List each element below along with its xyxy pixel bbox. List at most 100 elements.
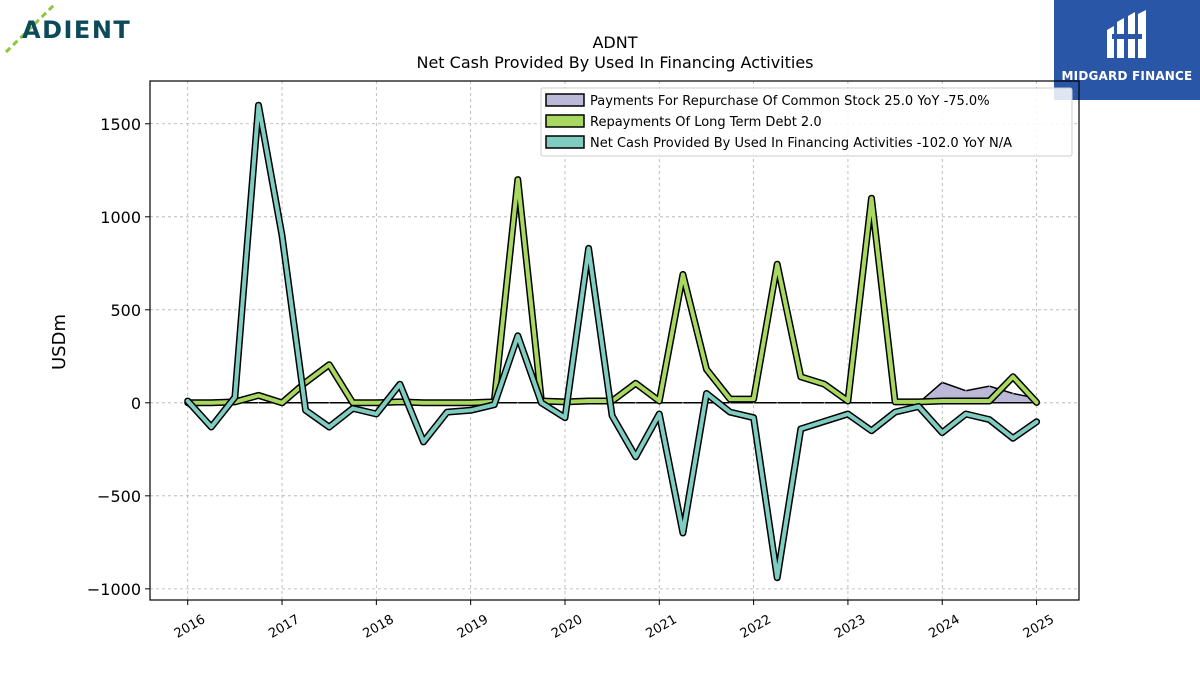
data-point (776, 577, 778, 579)
series-line (185, 177, 1039, 405)
data-point (305, 409, 307, 411)
data-point (517, 402, 519, 404)
series-line-outline (184, 101, 1041, 582)
data-point (635, 456, 637, 458)
data-point (894, 411, 896, 413)
data-point (658, 400, 660, 402)
data-point (493, 404, 495, 406)
x-axis: 2016 2017 2018 2019 2020 2021 2022 2023 2024 2025 (172, 600, 1057, 642)
y-axis: 1500 1000 500 0 −500 −1000 (87, 115, 150, 599)
y-tick-label: 500 (110, 301, 141, 320)
data-point (422, 441, 425, 443)
data-point (328, 364, 330, 366)
y-tick-label: −500 (97, 487, 141, 506)
data-point (375, 402, 377, 404)
data-point (682, 402, 684, 404)
data-point (941, 431, 943, 434)
data-point (257, 394, 260, 396)
data-point (422, 402, 425, 404)
data-point (517, 178, 519, 181)
x-tick-label: 2024 (926, 612, 962, 642)
data-point (870, 402, 873, 404)
legend-swatch (545, 93, 585, 107)
data-point (587, 247, 590, 250)
y-tick-label: −1000 (87, 580, 141, 599)
data-point (729, 398, 731, 400)
legend: Payments For Repurchase Of Common Stock … (540, 87, 1073, 157)
data-point (328, 426, 330, 428)
x-tick-label: 2023 (832, 612, 868, 642)
data-point (800, 376, 802, 378)
data-point (965, 413, 967, 415)
x-tick-label: 2016 (172, 612, 208, 642)
legend-box (540, 87, 1073, 157)
series-line (185, 103, 1039, 580)
data-point (446, 411, 448, 413)
x-tick-label: 2022 (738, 612, 774, 642)
y-tick-label: 1500 (100, 115, 141, 134)
data-point (988, 385, 991, 387)
data-point (352, 402, 354, 404)
data-point (375, 413, 377, 415)
y-tick-label: 1000 (100, 208, 141, 227)
data-point (635, 382, 637, 384)
data-point (965, 400, 967, 402)
data-point (257, 104, 260, 106)
data-point (800, 402, 802, 404)
midgard-finance-logo: MIDGARD FINANCE (1054, 0, 1200, 100)
x-tick-label: 2018 (361, 612, 397, 642)
data-point (234, 396, 236, 398)
data-point (328, 402, 330, 404)
data-point (658, 413, 660, 415)
data-point (705, 368, 708, 370)
x-tick-label: 2021 (643, 612, 679, 642)
midgard-finance-wordmark: MIDGARD FINANCE (1061, 69, 1193, 83)
x-tick-label: 2020 (549, 612, 585, 642)
data-point (399, 383, 401, 385)
data-point (941, 381, 943, 383)
data-point (729, 411, 731, 413)
legend-label: Repayments Of Long Term Debt 2.0 (590, 115, 822, 130)
chart-title: ADNT (592, 33, 637, 52)
data-point (870, 197, 873, 199)
data-point (446, 402, 448, 404)
series-layer (184, 101, 1041, 582)
data-point (847, 400, 849, 402)
legend-swatch (545, 114, 585, 128)
data-point (281, 402, 283, 404)
series-2 (184, 101, 1041, 582)
data-point (470, 402, 472, 404)
data-point (470, 409, 472, 411)
y-axis-label: USDm (49, 314, 70, 370)
data-point (776, 263, 778, 265)
data-point (918, 401, 920, 403)
data-point (800, 428, 802, 430)
data-point (965, 390, 967, 392)
data-point (564, 417, 566, 419)
data-point (587, 400, 590, 402)
data-point (1035, 421, 1038, 423)
x-tick-label: 2019 (455, 612, 491, 642)
data-point (823, 420, 825, 423)
chart-subtitle: Net Cash Provided By Used In Financing A… (416, 53, 813, 72)
data-point (776, 402, 778, 404)
grid (150, 81, 1079, 600)
data-point (823, 402, 825, 404)
data-point (281, 234, 283, 236)
data-point (918, 405, 920, 408)
data-point (540, 402, 543, 404)
data-point (988, 400, 991, 402)
data-point (847, 413, 849, 415)
y-tick-label: 0 (131, 394, 141, 413)
data-point (823, 383, 825, 385)
data-point (210, 402, 212, 404)
data-point (941, 400, 943, 402)
adient-logo: ADIENT (0, 0, 140, 60)
data-point (1035, 401, 1038, 404)
adient-logo-text: ADIENT (22, 16, 131, 44)
data-point (635, 402, 637, 404)
data-point (1012, 437, 1014, 439)
data-point (753, 417, 755, 419)
legend-label: Net Cash Provided By Used In Financing A… (590, 136, 1012, 151)
data-point (352, 407, 354, 409)
